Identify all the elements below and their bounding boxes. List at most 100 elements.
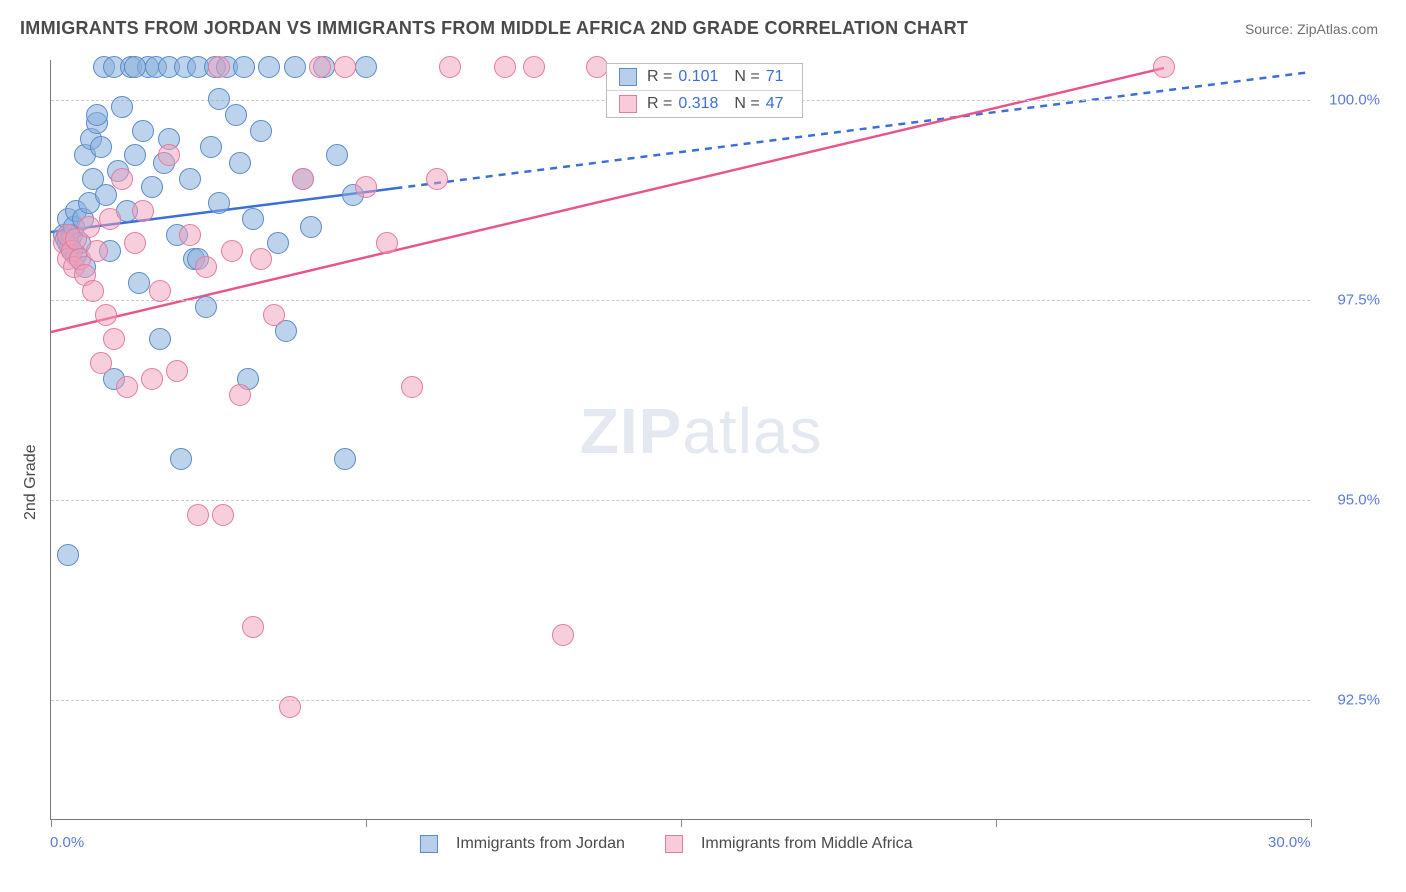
- bottom-legend-label: Immigrants from Middle Africa: [701, 835, 913, 853]
- scatter-point: [166, 360, 188, 382]
- legend-n-label: N =: [734, 68, 759, 86]
- chart-header: IMMIGRANTS FROM JORDAN VS IMMIGRANTS FRO…: [0, 0, 1406, 49]
- bottom-legend-label: Immigrants from Jordan: [456, 835, 625, 853]
- scatter-point: [1153, 56, 1175, 78]
- y-tick-label: 95.0%: [1320, 492, 1380, 509]
- scatter-point: [229, 152, 251, 174]
- scatter-point: [132, 200, 154, 222]
- gridline: [51, 500, 1310, 501]
- scatter-point: [82, 280, 104, 302]
- x-tick: [1311, 819, 1312, 827]
- scatter-point: [95, 304, 117, 326]
- scatter-point: [552, 624, 574, 646]
- chart-container: IMMIGRANTS FROM JORDAN VS IMMIGRANTS FRO…: [0, 0, 1406, 892]
- scatter-point: [334, 56, 356, 78]
- legend-r-label: R =: [647, 68, 672, 86]
- scatter-point: [128, 272, 150, 294]
- legend-swatch: [619, 95, 637, 113]
- scatter-point: [242, 208, 264, 230]
- scatter-point: [111, 96, 133, 118]
- gridline: [51, 700, 1310, 701]
- scatter-point: [124, 144, 146, 166]
- chart-title: IMMIGRANTS FROM JORDAN VS IMMIGRANTS FRO…: [20, 18, 968, 39]
- chart-source: Source: ZipAtlas.com: [1245, 21, 1378, 37]
- watermark: ZIPatlas: [580, 394, 823, 468]
- scatter-point: [179, 224, 201, 246]
- scatter-point: [401, 376, 423, 398]
- scatter-point: [200, 136, 222, 158]
- legend-n-label: N =: [734, 95, 759, 113]
- scatter-point: [263, 304, 285, 326]
- scatter-point: [149, 280, 171, 302]
- scatter-point: [141, 368, 163, 390]
- scatter-point: [355, 56, 377, 78]
- scatter-point: [225, 104, 247, 126]
- scatter-point: [242, 616, 264, 638]
- bottom-legend-item: Immigrants from Jordan: [420, 835, 625, 853]
- scatter-point: [233, 56, 255, 78]
- y-tick-label: 100.0%: [1320, 92, 1380, 109]
- scatter-point: [523, 56, 545, 78]
- correlation-legend: R = 0.101 N = 71 R = 0.318 N = 47: [606, 63, 803, 118]
- scatter-point: [99, 208, 121, 230]
- x-tick: [51, 819, 52, 827]
- scatter-point: [292, 168, 314, 190]
- scatter-point: [124, 56, 146, 78]
- legend-n-value: 71: [766, 68, 784, 86]
- scatter-point: [95, 184, 117, 206]
- legend-n-value: 47: [766, 95, 784, 113]
- scatter-point: [426, 168, 448, 190]
- scatter-point: [439, 56, 461, 78]
- x-tick: [681, 819, 682, 827]
- scatter-point: [116, 376, 138, 398]
- plot-area: ZIPatlas 92.5%95.0%97.5%100.0%R =0.101N …: [50, 60, 1310, 820]
- scatter-point: [78, 216, 100, 238]
- bottom-legend: Immigrants from Jordan Immigrants from Mi…: [420, 835, 913, 853]
- scatter-point: [208, 88, 230, 110]
- legend-swatch: [420, 835, 438, 853]
- scatter-point: [86, 240, 108, 262]
- scatter-point: [141, 176, 163, 198]
- scatter-point: [57, 544, 79, 566]
- scatter-point: [494, 56, 516, 78]
- scatter-point: [124, 232, 146, 254]
- gridline: [51, 300, 1310, 301]
- legend-swatch: [665, 835, 683, 853]
- scatter-point: [300, 216, 322, 238]
- y-axis-title: 2nd Grade: [22, 444, 40, 520]
- scatter-point: [258, 56, 280, 78]
- scatter-point: [355, 176, 377, 198]
- scatter-point: [586, 56, 608, 78]
- legend-row: R = 0.318 N = 47: [607, 91, 802, 117]
- x-tick-label: 30.0%: [1268, 834, 1311, 851]
- scatter-point: [132, 120, 154, 142]
- x-tick-label: 0.0%: [50, 834, 84, 851]
- bottom-legend-item: Immigrants from Middle Africa: [665, 835, 913, 853]
- legend-swatch: [619, 68, 637, 86]
- scatter-point: [195, 256, 217, 278]
- scatter-point: [376, 232, 398, 254]
- scatter-point: [90, 136, 112, 158]
- scatter-point: [250, 120, 272, 142]
- scatter-point: [103, 328, 125, 350]
- scatter-point: [284, 56, 306, 78]
- legend-r-value: 0.101: [678, 68, 718, 86]
- y-tick-label: 97.5%: [1320, 292, 1380, 309]
- scatter-point: [195, 296, 217, 318]
- scatter-point: [250, 248, 272, 270]
- scatter-point: [111, 168, 133, 190]
- trend-lines: [51, 60, 1311, 820]
- scatter-point: [208, 56, 230, 78]
- legend-r-label: R =: [647, 95, 672, 113]
- scatter-point: [179, 168, 201, 190]
- scatter-point: [229, 384, 251, 406]
- x-tick: [996, 819, 997, 827]
- scatter-point: [267, 232, 289, 254]
- scatter-point: [90, 352, 112, 374]
- scatter-point: [212, 504, 234, 526]
- scatter-point: [187, 504, 209, 526]
- scatter-point: [334, 448, 356, 470]
- y-tick-label: 92.5%: [1320, 692, 1380, 709]
- legend-r-value: 0.318: [678, 95, 718, 113]
- scatter-point: [309, 56, 331, 78]
